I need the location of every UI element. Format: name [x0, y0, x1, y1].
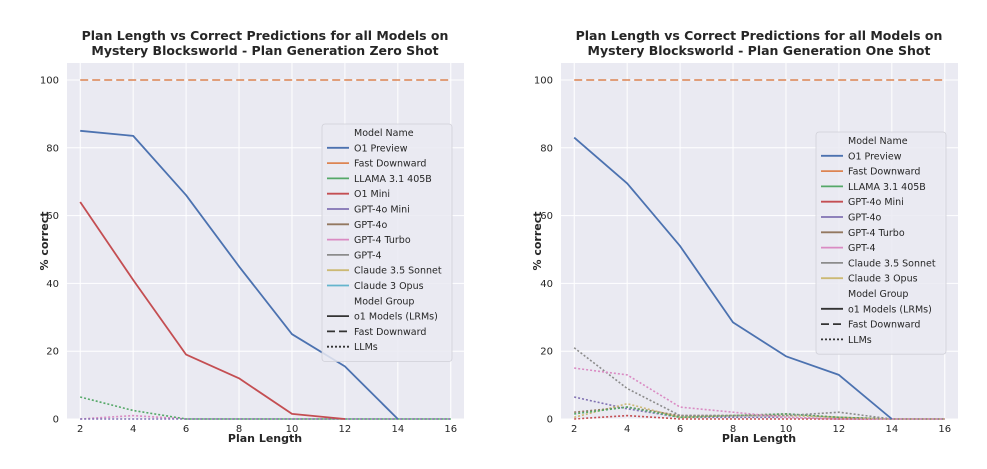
legend-header: Model Group: [354, 296, 414, 307]
legend-entry: GPT-4o: [354, 220, 387, 231]
y-tick-label: 40: [46, 279, 59, 290]
legend-entry: LLAMA 3.1 405B: [848, 182, 926, 193]
x-tick-label: 6: [677, 424, 683, 435]
legend-entry: Fast Downward: [354, 159, 426, 170]
y-tick-label: 20: [46, 347, 59, 358]
x-axis-label: Plan Length: [228, 432, 302, 445]
x-tick-label: 16: [938, 424, 951, 435]
y-tick-label: 80: [540, 143, 553, 154]
x-tick-label: 8: [730, 424, 736, 435]
legend-entry: GPT-4o Mini: [354, 205, 410, 216]
x-tick-label: 8: [236, 424, 242, 435]
legend-entry: Claude 3 Opus: [354, 281, 424, 292]
legend-entry: Fast Downward: [848, 167, 920, 178]
legend-entry: Fast Downward: [848, 320, 920, 331]
chart-title-line1: Plan Length vs Correct Predictions for a…: [576, 28, 943, 43]
y-axis-label: % correct: [38, 211, 51, 270]
legend-entry: Fast Downward: [354, 327, 426, 338]
series-line-o1-mini: [79, 201, 345, 420]
legend-header: Model Group: [848, 289, 908, 300]
x-tick-label: 4: [624, 424, 630, 435]
tick-labels: 2 4 6 8 10 12 14 16 0 20 40 60 80 100: [40, 75, 457, 435]
legend-entry: GPT-4: [848, 243, 876, 254]
legend-entry: Claude 3.5 Sonnet: [354, 266, 442, 277]
legend: Model Name O1 Preview Fast Downward LLAMA 3…: [815, 131, 947, 355]
legend-entry: GPT-4: [354, 250, 382, 261]
y-tick-label: 100: [40, 75, 59, 86]
y-tick-label: 40: [540, 279, 553, 290]
x-tick-label: 12: [339, 424, 352, 435]
chart-title-line2: Mystery Blocksworld - Plan Generation Ze…: [91, 43, 438, 58]
x-tick-label: 12: [833, 424, 846, 435]
series-lines: [79, 79, 451, 420]
legend-entry: o1 Models (LRMs): [354, 312, 438, 323]
y-axis-label: % correct: [531, 211, 544, 270]
legend-entry: Claude 3 Opus: [848, 274, 918, 285]
legend-entry: O1 Mini: [354, 189, 390, 200]
tick-labels: 2 4 6 8 10 12 14 16 0 20 40 60 80 100: [534, 75, 951, 435]
y-tick-label: 20: [540, 347, 553, 358]
x-tick-label: 2: [571, 424, 577, 435]
y-tick-label: 0: [53, 415, 59, 426]
x-tick-label: 6: [183, 424, 189, 435]
x-tick-label: 4: [130, 424, 136, 435]
legend-entry: GPT-4o: [848, 213, 881, 224]
series-line-gpt-4-turbo: [574, 406, 945, 420]
legend-entry: GPT-4 Turbo: [354, 235, 411, 246]
x-tick-label: 16: [444, 424, 457, 435]
series-line-o1-preview: [80, 129, 399, 420]
legend-entry: GPT-4 Turbo: [848, 228, 905, 239]
legend-entry: Claude 3.5 Sonnet: [848, 258, 936, 269]
legend: Model Name O1 Preview Fast Downward LLAMA 3…: [321, 123, 453, 362]
legend-box: [321, 123, 453, 362]
series-lines: [573, 79, 945, 420]
chart-title-line2: Mystery Blocksworld - Plan Generation On…: [588, 43, 931, 58]
chart-zero-shot: Plan Length vs Correct Predictions for a…: [38, 28, 464, 445]
chart-one-shot: Plan Length vs Correct Predictions for a…: [531, 28, 958, 445]
legend-box: [815, 131, 947, 355]
x-tick-label: 10: [780, 424, 793, 435]
legend-entry: GPT-4o Mini: [848, 197, 904, 208]
legend-header: Model Name: [848, 136, 908, 147]
legend-entry: O1 Preview: [354, 143, 408, 154]
x-tick-label: 14: [391, 424, 404, 435]
x-axis-label: Plan Length: [722, 432, 796, 445]
legend-entry: o1 Models (LRMs): [848, 304, 932, 315]
y-tick-label: 0: [547, 415, 553, 426]
y-tick-label: 100: [534, 75, 553, 86]
series-line-claude-3-5-sonnet: [573, 347, 945, 420]
legend-entry: O1 Preview: [848, 151, 902, 162]
y-tick-label: 60: [46, 211, 59, 222]
legend-entry: LLAMA 3.1 405B: [354, 174, 432, 185]
legend-header: Model Name: [354, 128, 414, 139]
legend-entry: LLMs: [354, 342, 378, 353]
chart-title-line1: Plan Length vs Correct Predictions for a…: [82, 28, 449, 43]
x-tick-label: 2: [77, 424, 83, 435]
x-tick-label: 14: [885, 424, 898, 435]
y-tick-label: 80: [46, 143, 59, 154]
series-line-o1-preview: [573, 136, 893, 420]
x-tick-label: 10: [286, 424, 299, 435]
y-tick-label: 60: [540, 211, 553, 222]
legend-entry: LLMs: [848, 335, 872, 346]
